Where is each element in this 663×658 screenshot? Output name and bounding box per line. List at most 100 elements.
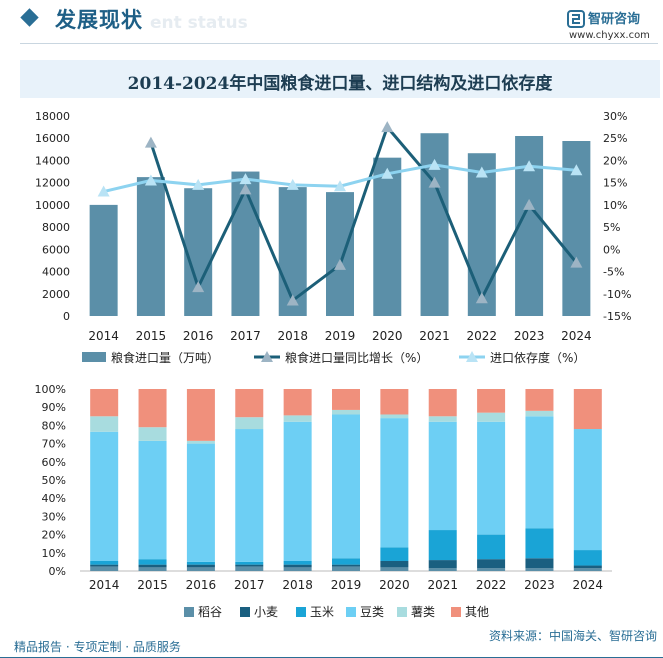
- stack-segment-1: [332, 564, 360, 567]
- point-yoy-growth: [144, 136, 157, 148]
- footer-tagline: 精品报告 · 专项定制 · 品质服务: [14, 640, 181, 654]
- legend-label-0: 稻谷: [198, 605, 222, 619]
- stack-segment-5: [332, 389, 360, 410]
- import-structure-chart: 0% 10% 20% 30% 40% 50% 60% 70% 80% 90% 100% 2014 201…: [35, 383, 612, 619]
- point-dependency: [97, 185, 110, 197]
- y-right-tick-label: 5%: [603, 221, 620, 234]
- stack-segment-0: [90, 566, 119, 571]
- legend-label-import-volume: 粮食进口量（万吨）: [111, 350, 219, 365]
- bar-import-volume: [89, 204, 118, 316]
- stack-segment-2: [235, 561, 264, 565]
- stack-segment-3: [332, 414, 360, 559]
- stack-segment-3: [235, 429, 264, 562]
- legend-label-5: 其他: [465, 605, 489, 619]
- x-tick-label: 2017: [234, 578, 265, 592]
- stack-segment-0: [428, 568, 457, 571]
- point-dependency: [334, 180, 346, 192]
- stack-segment-1: [525, 558, 554, 569]
- legend-marker-dependency: [466, 351, 478, 362]
- stack-segment-0: [138, 567, 167, 571]
- x-tick-label: 2015: [136, 329, 167, 343]
- x-tick-label: 2024: [573, 578, 604, 592]
- x-tick-label: 2018: [277, 329, 308, 343]
- stack-segment-2: [90, 560, 119, 565]
- stack-segment-4: [428, 416, 457, 422]
- y-right-tick-label: 15%: [603, 177, 627, 190]
- stack-segment-4: [186, 440, 215, 444]
- series-line-yoy-growth: [149, 124, 578, 303]
- y-tick-label: 100%: [35, 383, 66, 396]
- y-right-tick-label: 30%: [603, 110, 627, 123]
- stack-segment-1: [477, 559, 506, 569]
- stack-segment-0: [525, 568, 554, 571]
- x-tick-label: 2018: [282, 578, 313, 592]
- stack-segment-2: [332, 558, 360, 565]
- point-yoy-growth: [286, 294, 299, 306]
- x-tick-label: 2022: [476, 578, 507, 592]
- stack-segment-4: [235, 417, 264, 430]
- stack-segment-0: [332, 566, 360, 571]
- legend-swatch-import-volume: [82, 352, 106, 362]
- x-tick-label: 2024: [561, 329, 592, 343]
- section-title: 发展现状: [55, 8, 143, 32]
- point-yoy-growth: [334, 258, 346, 270]
- point-dependency: [428, 158, 441, 170]
- bar-import-volume: [184, 188, 213, 316]
- stack-segment-0: [235, 566, 264, 571]
- bar-import-volume: [373, 157, 402, 316]
- point-yoy-growth: [381, 121, 394, 133]
- stack-segment-3: [283, 421, 312, 561]
- stack-segment-3: [90, 431, 119, 561]
- diamond-icon: [20, 8, 39, 27]
- y-left-tick-label: 10000: [35, 199, 70, 212]
- y-left-tick-label: 12000: [35, 177, 70, 190]
- point-dependency: [144, 174, 157, 186]
- stack-segment-3: [477, 421, 506, 535]
- y-tick-label: 60%: [42, 456, 66, 469]
- stack-segment-3: [428, 421, 457, 531]
- stack-segment-2: [138, 559, 167, 565]
- y-left-tick-label: 4000: [42, 266, 70, 279]
- stack-segment-5: [380, 389, 409, 415]
- x-tick-label: 2019: [331, 578, 362, 592]
- legend-label-3: 豆类: [360, 605, 384, 619]
- stack-segment-1: [138, 564, 167, 568]
- y-left-tick-label: 2000: [42, 288, 70, 301]
- stack-segment-5: [186, 389, 215, 441]
- stack-segment-5: [138, 389, 167, 428]
- y-tick-label: 0%: [49, 565, 66, 578]
- y-tick-label: 70%: [42, 438, 66, 451]
- stack-segment-2: [573, 550, 602, 566]
- stack-segment-4: [90, 416, 119, 432]
- stack-segment-3: [138, 440, 167, 560]
- x-tick-label: 2014: [89, 578, 120, 592]
- brand-url: www.chyxx.com: [569, 30, 650, 41]
- legend-label-2: 玉米: [310, 605, 334, 619]
- y-right-tick-label: -5%: [603, 266, 624, 279]
- stack-segment-0: [380, 567, 409, 571]
- stack-segment-0: [283, 567, 312, 571]
- y-tick-label: 30%: [42, 510, 66, 523]
- stack-segment-5: [283, 389, 312, 416]
- stack-segment-1: [283, 564, 312, 568]
- footer-source: 资料来源：中国海关、智研咨询: [488, 629, 657, 643]
- y-tick-label: 50%: [42, 474, 66, 487]
- stack-segment-5: [573, 389, 602, 430]
- x-tick-label: 2022: [467, 329, 498, 343]
- brand-logo-icon: [567, 10, 585, 28]
- y-tick-label: 10%: [42, 547, 66, 560]
- y-tick-label: 20%: [42, 529, 66, 542]
- y-tick-label: 80%: [42, 419, 66, 432]
- chart-title-bar: 2014-2024年中国粮食进口量、进口结构及进口依存度: [20, 60, 660, 98]
- stack-segment-5: [525, 389, 554, 411]
- legend-label-dependency: 进口依存度（%）: [490, 350, 585, 365]
- stack-segment-0: [573, 568, 602, 571]
- stack-segment-5: [90, 389, 119, 417]
- point-yoy-growth: [475, 292, 488, 304]
- stack-segment-4: [525, 410, 554, 417]
- point-dependency: [523, 160, 536, 172]
- bar-import-volume: [326, 192, 354, 316]
- section-header: ent status 发展现状: [0, 0, 663, 44]
- point-yoy-growth: [570, 256, 583, 268]
- point-dependency: [570, 164, 583, 176]
